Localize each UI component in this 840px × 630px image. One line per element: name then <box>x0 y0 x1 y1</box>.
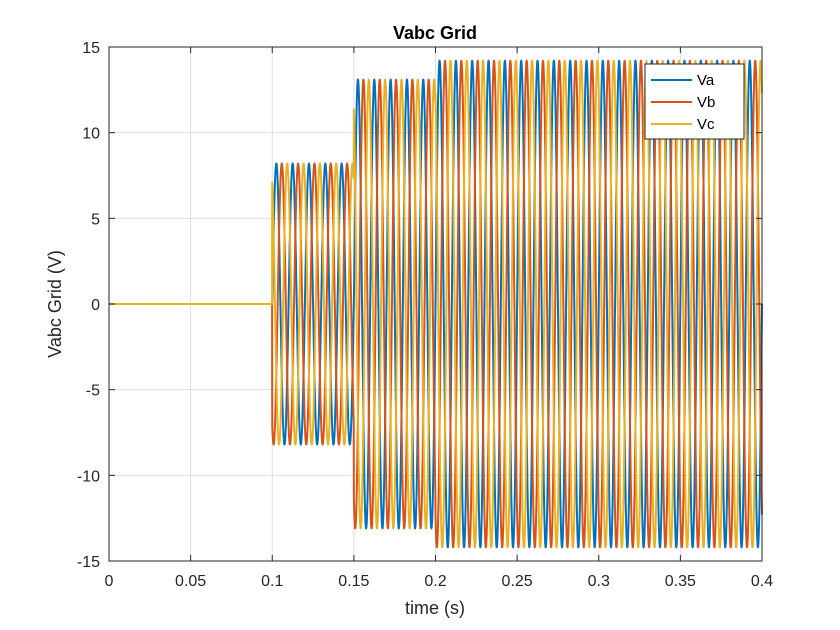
chart-title: Vabc Grid <box>393 23 477 43</box>
x-axis-label: time (s) <box>405 598 465 618</box>
y-tick-label: 15 <box>82 40 100 57</box>
legend-label-vb: Vb <box>697 94 715 111</box>
y-tick-label: -15 <box>77 554 100 571</box>
x-tick-label: 0.2 <box>424 573 446 590</box>
x-tick-label: 0.15 <box>338 573 369 590</box>
y-tick-label: 10 <box>82 126 100 143</box>
y-tick-label: -10 <box>77 468 100 485</box>
x-tick-label: 0 <box>105 573 114 590</box>
x-tick-label: 0.1 <box>261 573 283 590</box>
series-line-vc <box>108 59 763 549</box>
tick-marks <box>108 46 763 562</box>
y-axis-label: Vabc Grid (V) <box>45 250 65 358</box>
x-tick-label: 0.25 <box>502 573 533 590</box>
y-tick-label: 5 <box>91 211 100 228</box>
legend-label-vc: Vc <box>697 116 715 133</box>
y-tick-label: -5 <box>86 383 100 400</box>
x-tick-label: 0.3 <box>588 573 610 590</box>
y-tick-labels: -15 -10 -5 0 5 10 15 <box>77 40 100 571</box>
x-tick-label: 0.05 <box>175 573 206 590</box>
y-tick-label: 0 <box>91 297 100 314</box>
legend-label-va: Va <box>697 72 715 89</box>
x-tick-label: 0.4 <box>751 573 773 590</box>
x-tick-labels: 0 0.05 0.1 0.15 0.2 0.25 0.3 0.35 0.4 <box>105 573 774 590</box>
legend: Va Vb Vc <box>644 63 745 140</box>
x-tick-label: 0.35 <box>665 573 696 590</box>
